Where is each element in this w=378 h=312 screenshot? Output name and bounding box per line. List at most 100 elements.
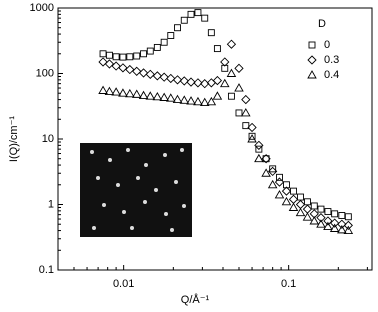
data-point [234, 83, 244, 92]
y-tick-label: 1000 [30, 2, 54, 14]
data-point [267, 179, 278, 189]
data-point [247, 134, 257, 143]
data-point [344, 213, 352, 221]
y-axis-label: I(Q)/cm⁻¹ [8, 116, 20, 162]
data-point [174, 24, 181, 32]
legend-marker [307, 55, 317, 65]
data-point [337, 224, 347, 234]
legend-label: 0.3 [324, 54, 339, 66]
data-point [241, 94, 251, 105]
data-point [254, 153, 264, 163]
data-point [317, 205, 325, 213]
data-point [207, 29, 215, 37]
data-point [323, 216, 333, 226]
data-point [138, 68, 149, 78]
data-point [118, 88, 128, 97]
data-point [295, 199, 306, 210]
data-point [283, 181, 290, 189]
data-point [226, 39, 237, 49]
data-point [316, 213, 326, 223]
data-point [330, 218, 340, 228]
data-point [302, 204, 313, 214]
data-point [221, 64, 229, 72]
data-point [281, 186, 292, 196]
data-point [219, 78, 230, 88]
data-point [227, 92, 235, 100]
data-point [145, 91, 156, 100]
data-point [234, 63, 244, 73]
data-point [179, 76, 189, 86]
data-point [337, 219, 347, 229]
data-point [220, 57, 230, 67]
data-point [276, 173, 283, 181]
legend-title: D [318, 18, 326, 30]
data-point [98, 57, 108, 67]
data-point [126, 53, 134, 61]
data-point [262, 155, 270, 163]
data-point [165, 93, 176, 102]
data-point [98, 85, 108, 94]
legend-marker [307, 70, 317, 79]
legend-marker [308, 41, 316, 49]
data-point [242, 122, 250, 130]
data-point [146, 47, 154, 55]
data-point [309, 216, 320, 225]
data-point [343, 225, 354, 235]
y-tick-label: 10 [42, 133, 54, 145]
x-tick-label: 0.01 [113, 278, 134, 290]
data-point [274, 177, 285, 187]
data-point [288, 202, 299, 211]
data-point [186, 77, 196, 87]
data-point [152, 91, 163, 101]
data-point [304, 198, 311, 206]
legend-label: 0.4 [324, 69, 339, 81]
data-point [193, 96, 203, 106]
data-point [104, 86, 115, 96]
legend-label: 0 [324, 39, 330, 51]
data-point [153, 43, 161, 51]
data-point [248, 132, 256, 140]
data-point [187, 10, 195, 18]
inset-image [80, 143, 192, 237]
data-point [247, 122, 257, 133]
data-point [255, 145, 263, 153]
data-point [288, 194, 299, 204]
data-point [145, 69, 155, 80]
data-point [186, 96, 196, 105]
data-point [235, 109, 243, 117]
data-point [111, 61, 121, 71]
data-point [118, 63, 128, 73]
data-point [172, 94, 183, 104]
data-point [132, 66, 142, 76]
data-point [241, 108, 251, 117]
data-point [133, 52, 141, 60]
data-point [212, 75, 223, 86]
data-point [323, 221, 333, 231]
data-point [152, 71, 162, 81]
data-point [213, 45, 221, 53]
y-tick-label: 100 [36, 67, 54, 79]
data-point [199, 97, 210, 107]
data-point [105, 51, 113, 59]
data-point [295, 207, 306, 217]
data-point [166, 73, 176, 84]
y-tick-label: 0.1 [39, 264, 54, 276]
data-point [290, 187, 297, 195]
data-point [125, 64, 135, 75]
y-tick-label: 1 [48, 198, 54, 210]
data-point [112, 53, 120, 61]
data-point [331, 210, 339, 218]
data-point [324, 208, 332, 216]
data-point [254, 140, 264, 150]
data-point [329, 223, 340, 232]
x-tick-label: 0.1 [281, 278, 296, 290]
data-point [119, 53, 127, 61]
data-point [281, 196, 292, 206]
data-point [160, 38, 168, 46]
data-point [104, 59, 115, 69]
data-point [131, 89, 142, 98]
data-point [159, 72, 169, 82]
data-point [261, 168, 271, 177]
data-point [268, 166, 278, 177]
